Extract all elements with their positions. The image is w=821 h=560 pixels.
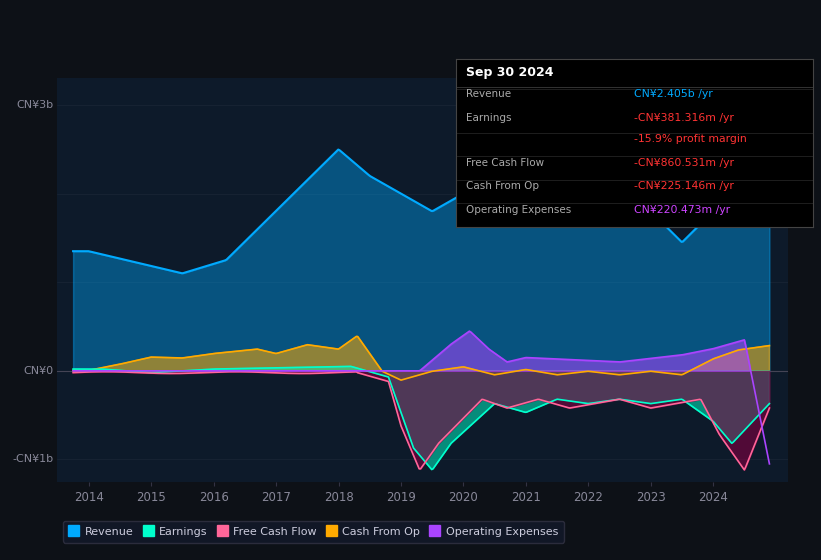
Text: Cash From Op: Cash From Op: [466, 181, 539, 192]
Text: Earnings: Earnings: [466, 113, 511, 123]
Text: CN¥3b: CN¥3b: [16, 100, 54, 110]
Legend: Revenue, Earnings, Free Cash Flow, Cash From Op, Operating Expenses: Revenue, Earnings, Free Cash Flow, Cash …: [62, 521, 564, 543]
Text: -15.9% profit margin: -15.9% profit margin: [635, 134, 747, 144]
Text: -CN¥1b: -CN¥1b: [12, 455, 54, 464]
Text: -CN¥225.146m /yr: -CN¥225.146m /yr: [635, 181, 734, 192]
Text: CN¥220.473m /yr: CN¥220.473m /yr: [635, 205, 731, 215]
Text: Operating Expenses: Operating Expenses: [466, 205, 571, 215]
Text: CN¥2.405b /yr: CN¥2.405b /yr: [635, 89, 713, 99]
Text: -CN¥860.531m /yr: -CN¥860.531m /yr: [635, 158, 734, 168]
Text: Revenue: Revenue: [466, 89, 511, 99]
Text: -CN¥381.316m /yr: -CN¥381.316m /yr: [635, 113, 734, 123]
Text: Free Cash Flow: Free Cash Flow: [466, 158, 544, 168]
Text: Sep 30 2024: Sep 30 2024: [466, 66, 554, 78]
Text: CN¥0: CN¥0: [24, 366, 54, 376]
